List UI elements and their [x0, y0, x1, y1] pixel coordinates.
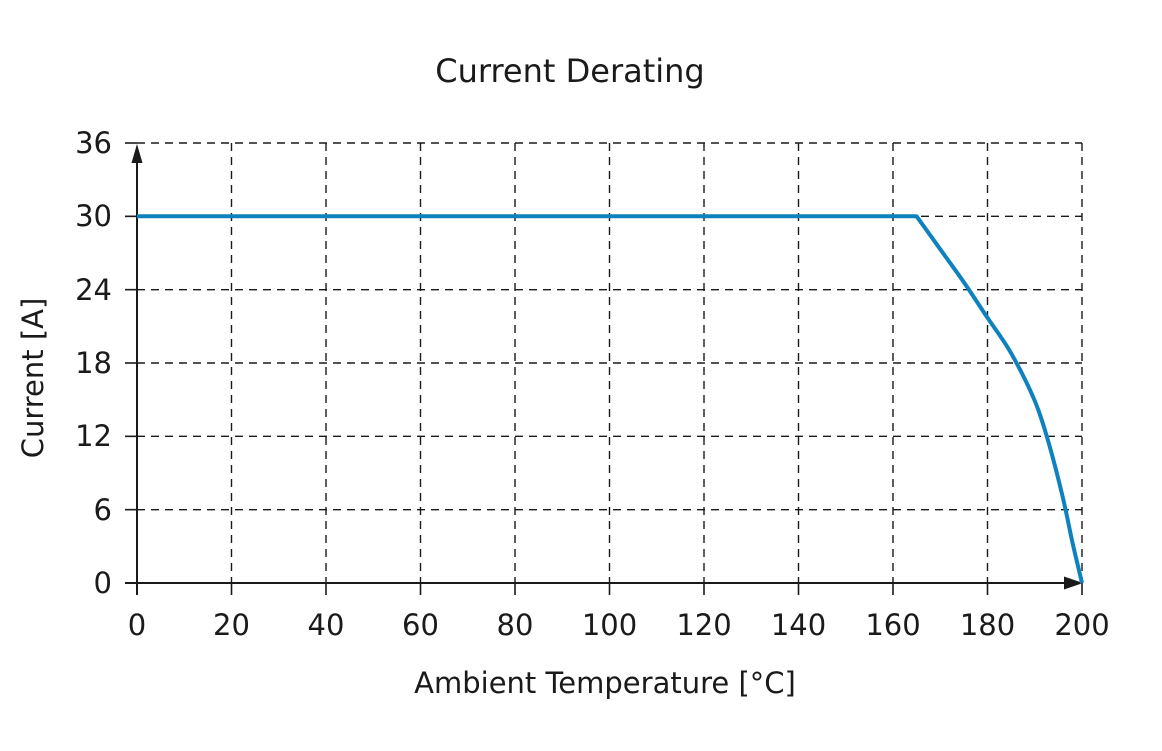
x-tick-label: 140	[770, 608, 827, 642]
x-axis-title: Ambient Temperature [°C]	[414, 666, 796, 700]
derating-curve	[137, 214, 1084, 584]
x-tick-label: 40	[307, 608, 345, 642]
y-tick-label: 24	[75, 272, 112, 307]
chart-title: Current Derating	[435, 52, 705, 90]
x-tick-label: 180	[959, 608, 1016, 642]
y-tick-label: 12	[75, 419, 112, 454]
x-tick-label: 200	[1054, 608, 1110, 642]
y-axis-arrowhead-icon	[131, 144, 143, 163]
x-tick-label: 60	[402, 608, 439, 642]
y-tick-label: 0	[93, 566, 112, 600]
y-tick-label: 18	[75, 346, 112, 380]
x-tick-label: 100	[581, 608, 638, 642]
y-tick-label: 36	[75, 126, 112, 160]
x-tick-label: 160	[865, 608, 921, 642]
x-tick-label: 0	[127, 608, 147, 642]
x-axis-arrowhead-icon	[1064, 576, 1083, 590]
x-tick-label: 20	[213, 608, 250, 642]
x-tick-label: 80	[496, 608, 534, 642]
x-tick-label: 120	[676, 608, 732, 642]
y-tick-label: 30	[75, 199, 112, 234]
y-tick-label: 6	[93, 492, 112, 527]
